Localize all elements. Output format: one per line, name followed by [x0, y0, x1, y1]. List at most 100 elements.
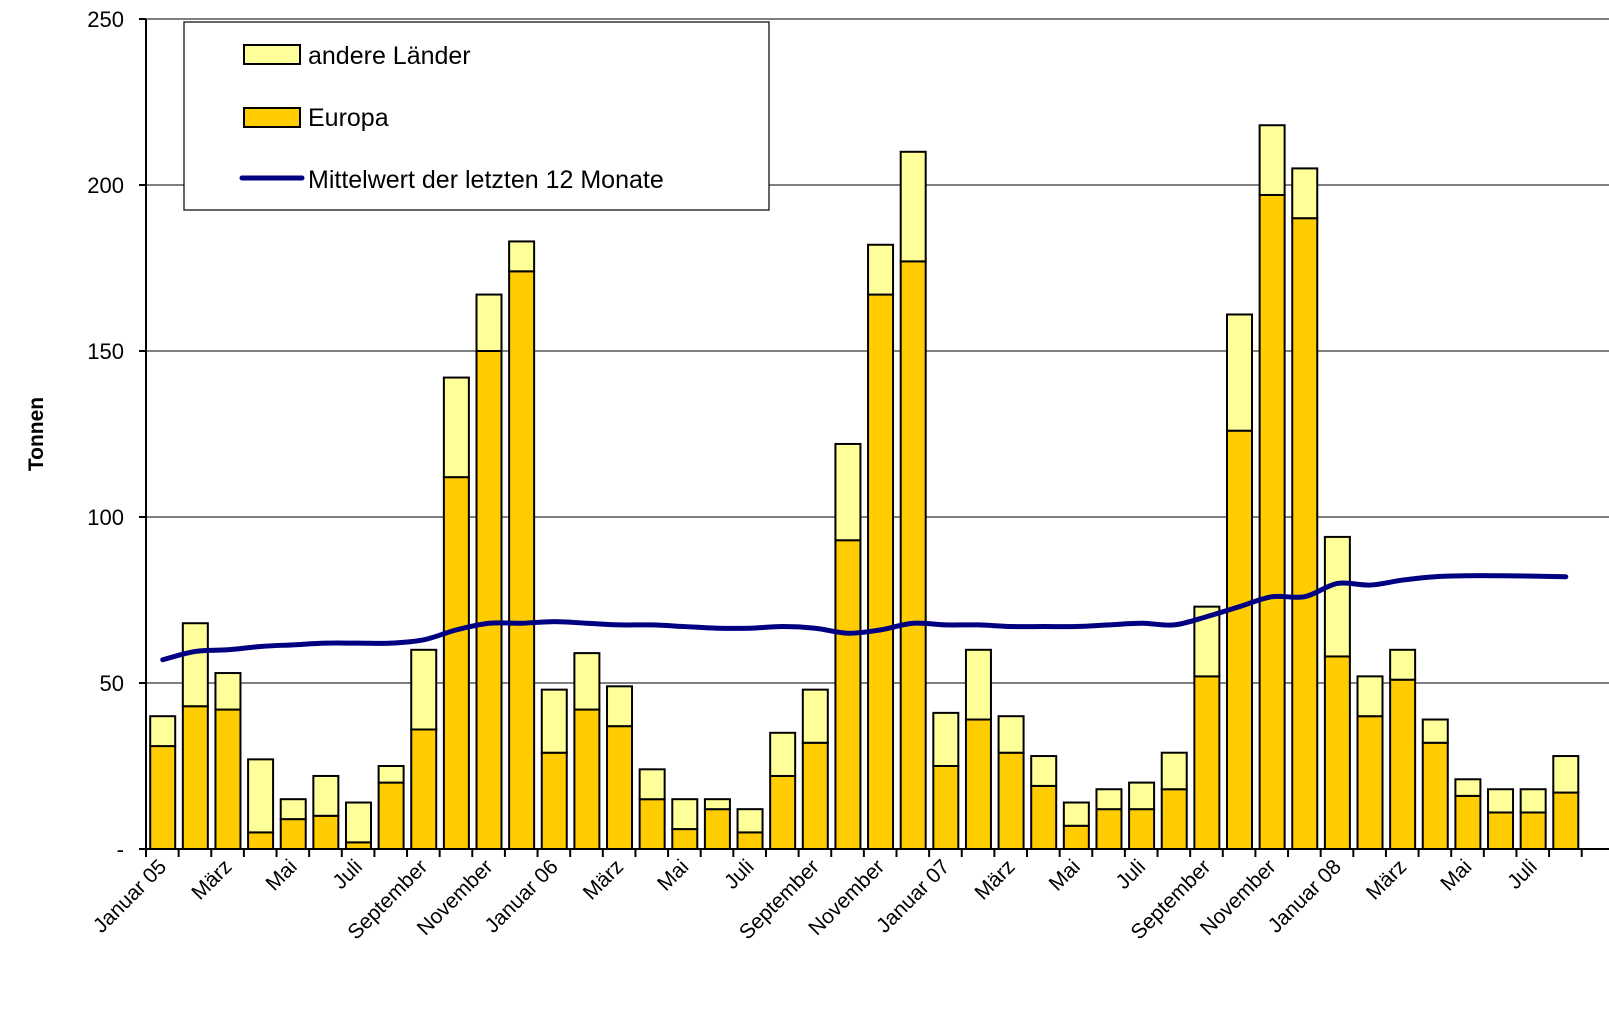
bar-andere-laender	[1487, 788, 1515, 814]
x-tick-label: Mai	[653, 855, 693, 895]
bar-europa	[1258, 193, 1286, 850]
bar-andere-laender	[867, 243, 895, 296]
bar-europa	[1389, 678, 1417, 850]
bar-andere-laender	[638, 768, 666, 801]
bar-andere-laender	[1095, 788, 1123, 811]
y-tick-label: -	[117, 837, 124, 862]
x-tick-label: März	[187, 855, 236, 904]
bar-andere-laender	[932, 711, 960, 768]
bar-andere-laender	[1030, 755, 1058, 787]
bar-andere-laender	[1128, 781, 1156, 811]
x-tick-label: Mai	[262, 855, 302, 895]
bar-andere-laender	[475, 293, 503, 352]
bar-andere-laender	[1062, 801, 1090, 827]
bar-andere-laender	[312, 774, 340, 817]
bar-europa	[279, 818, 307, 850]
bar-europa	[1487, 811, 1515, 850]
bar-andere-laender	[671, 798, 699, 831]
bar-europa	[1519, 811, 1547, 850]
bar-europa	[834, 539, 862, 850]
average-line-group	[160, 573, 1569, 663]
bar-europa	[801, 741, 829, 851]
bar-andere-laender	[997, 715, 1025, 754]
bar-andere-laender	[508, 240, 536, 273]
legend-swatch-andere-laender	[243, 44, 301, 65]
bar-europa	[573, 708, 601, 850]
bar-europa	[442, 476, 470, 850]
bar-andere-laender	[964, 648, 992, 721]
bar-andere-laender	[410, 648, 438, 731]
bar-europa	[671, 828, 699, 851]
bar-andere-laender	[1160, 751, 1188, 791]
bar-europa	[638, 798, 666, 851]
y-tick-label: 100	[87, 505, 124, 530]
x-tick-label: Mai	[1045, 855, 1085, 895]
bar-andere-laender	[1258, 124, 1286, 196]
bar-andere-laender	[1291, 167, 1319, 220]
bar-andere-laender	[606, 685, 634, 728]
bar-europa	[736, 831, 764, 851]
bar-andere-laender	[573, 652, 601, 711]
bar-europa	[964, 718, 992, 851]
bar-andere-laender	[149, 715, 177, 748]
bar-andere-laender	[1356, 675, 1384, 718]
legend: andere Länder Europa Mittelwert der letz…	[183, 21, 770, 211]
x-tick-label: Januar 05	[89, 855, 171, 937]
y-ticks: - 50 100 150 200 250	[87, 7, 146, 862]
x-ticks: Januar 05 März Mai JuliSeptemberNovemberJan…	[89, 849, 1583, 944]
bar-andere-laender	[736, 808, 764, 834]
bar-europa	[508, 270, 536, 850]
x-tick-label: Juli	[328, 855, 367, 894]
bar-europa	[1160, 788, 1188, 850]
bar-andere-laender	[247, 758, 275, 834]
x-tick-label: Juli	[1112, 855, 1151, 894]
bar-andere-laender	[377, 765, 405, 784]
bar-andere-laender	[279, 798, 307, 821]
bar-europa	[149, 745, 177, 851]
bar-andere-laender	[769, 731, 797, 777]
bar-europa	[410, 728, 438, 850]
bar-andere-laender	[899, 150, 927, 263]
bar-andere-laender	[1519, 788, 1547, 814]
bar-andere-laender	[181, 622, 209, 708]
average-line	[160, 573, 1569, 663]
bar-europa	[1030, 784, 1058, 850]
bar-andere-laender	[1323, 535, 1351, 658]
bar-europa	[1291, 217, 1319, 850]
bar-andere-laender	[344, 801, 372, 844]
bar-andere-laender	[703, 798, 731, 811]
bar-europa	[867, 293, 895, 850]
bar-europa	[1323, 655, 1351, 850]
bar-europa	[1095, 808, 1123, 850]
bar-andere-laender	[442, 376, 470, 479]
x-tick-label: Mai	[1436, 855, 1476, 895]
x-tick-label: März	[1362, 855, 1411, 904]
bar-europa	[181, 705, 209, 850]
bar-andere-laender	[834, 442, 862, 542]
bar-europa	[1454, 794, 1482, 851]
bar-europa	[1193, 675, 1221, 850]
y-axis-label: Tonnen	[25, 397, 48, 471]
bar-andere-laender	[214, 672, 242, 711]
bar-europa	[540, 751, 568, 850]
y-tick-label: 50	[100, 671, 124, 696]
bar-andere-laender	[1454, 778, 1482, 797]
bar-europa	[1421, 741, 1449, 851]
axes	[145, 19, 1609, 850]
legend-label-europa: Europa	[308, 104, 389, 132]
bar-europa	[899, 260, 927, 850]
bar-andere-laender	[1389, 648, 1417, 681]
bar-europa	[377, 781, 405, 850]
bar-europa	[214, 708, 242, 850]
bar-andere-laender	[1225, 313, 1253, 432]
bar-andere-laender	[1421, 718, 1449, 744]
bar-europa	[1225, 429, 1253, 850]
legend-label-mittelwert: Mittelwert der letzten 12 Monate	[308, 166, 664, 194]
bars	[149, 124, 1580, 851]
x-tick-label: März	[970, 855, 1019, 904]
bar-europa	[1062, 824, 1090, 851]
bar-europa	[1356, 715, 1384, 851]
bar-europa	[312, 814, 340, 850]
legend-label-andere-laender: andere Länder	[308, 42, 471, 70]
legend-swatch-europa	[243, 107, 301, 128]
